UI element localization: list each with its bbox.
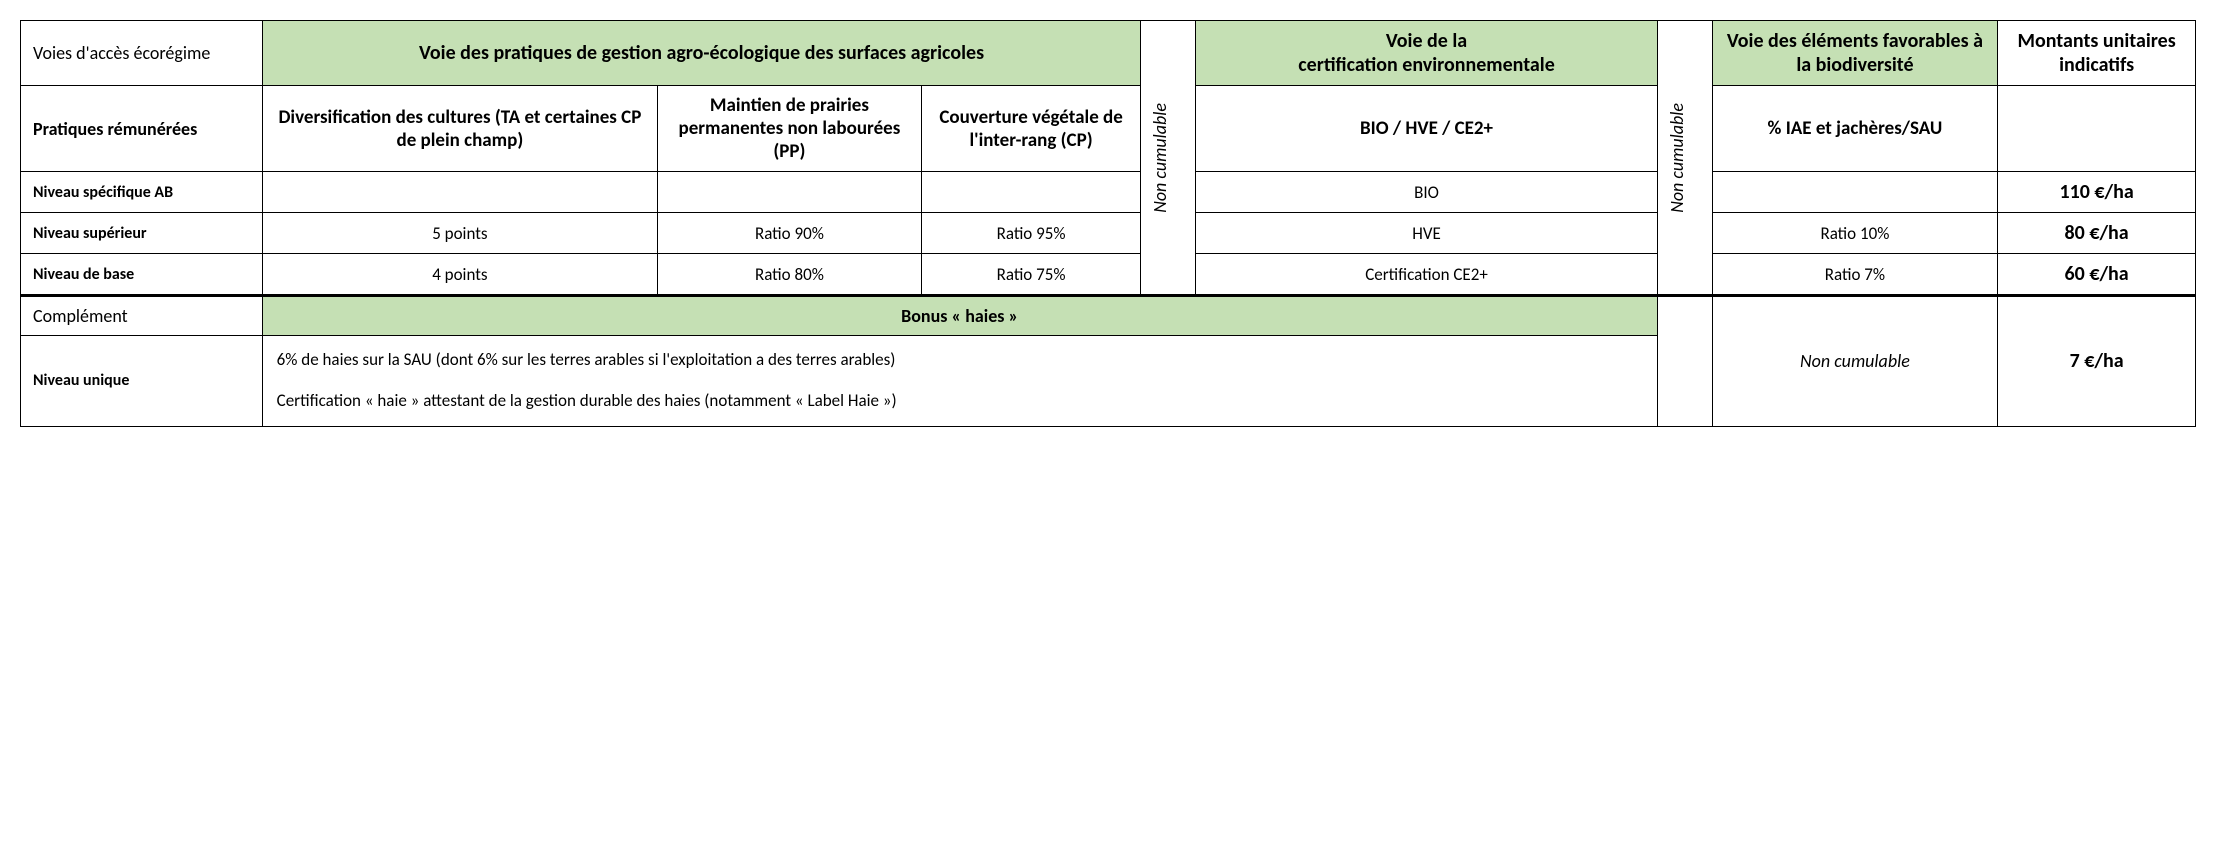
bonus-haies-header: Bonus « haies » [262,296,1657,336]
iae-header: % IAE et jachères/SAU [1712,86,1998,172]
voie-elements-header: Voie des éléments favorables à la biodiv… [1712,21,1998,86]
niveau-base-couverture: Ratio 75% [921,254,1141,296]
niveau-unique-label: Niveau unique [21,336,263,427]
complement-non-cumulable: Non cumulable [1712,296,1998,427]
niveau-sup-couverture: Ratio 95% [921,213,1141,254]
niveau-sup-biodiv: Ratio 10% [1712,213,1998,254]
complement-row: Complément Bonus « haies » Non cumulable… [21,296,2196,336]
niveau-base-cert: Certification CE2+ [1196,254,1657,296]
niveau-ab-maintien [658,172,922,213]
empty-montant-1 [1998,86,2196,172]
niveau-sup-row: Niveau supérieur 5 points Ratio 90% Rati… [21,213,2196,254]
niveau-base-biodiv: Ratio 7% [1712,254,1998,296]
niveau-ab-cert: BIO [1196,172,1657,213]
niveau-ab-row: Niveau spécifique AB BIO 110 €/ha [21,172,2196,213]
maintien-pp-header: Maintien de prairies permanentes non lab… [658,86,922,172]
niveau-ab-montant: 110 €/ha [1998,172,2196,213]
bio-hve-header: BIO / HVE / CE2+ [1196,86,1657,172]
non-cumulable-1: Non cumulable [1141,21,1196,296]
voie-certification-header: Voie de la certification environnemental… [1196,21,1657,86]
niveau-base-label: Niveau de base [21,254,263,296]
niveau-unique-text2: Certification « haie » attestant de la g… [277,387,1643,416]
niveau-sup-label: Niveau supérieur [21,213,263,254]
niveau-sup-montant: 80 €/ha [1998,213,2196,254]
voie-pratiques-header: Voie des pratiques de gestion agro-écolo… [262,21,1141,86]
niveau-base-row: Niveau de base 4 points Ratio 80% Ratio … [21,254,2196,296]
complement-montant: 7 €/ha [1998,296,2196,427]
niveau-base-diversification: 4 points [262,254,657,296]
diversification-header: Diversification des cultures (TA et cert… [262,86,657,172]
niveau-unique-text1: 6% de haies sur la SAU (dont 6% sur les … [277,346,1643,375]
niveau-ab-label: Niveau spécifique AB [21,172,263,213]
complement-label: Complément [21,296,263,336]
niveau-ab-biodiv [1712,172,1998,213]
header-row-1: Voies d'accès écorégime Voie des pratiqu… [21,21,2196,86]
montants-header: Montants unitaires indicatifs [1998,21,2196,86]
ecoregime-table: Voies d'accès écorégime Voie des pratiqu… [20,20,2196,427]
niveau-base-maintien: Ratio 80% [658,254,922,296]
niveau-ab-diversification [262,172,657,213]
voies-acces-header: Voies d'accès écorégime [21,21,263,86]
niveau-ab-couverture [921,172,1141,213]
niveau-base-montant: 60 €/ha [1998,254,2196,296]
complement-empty [1657,296,1712,427]
niveau-sup-cert: HVE [1196,213,1657,254]
couverture-cp-header: Couverture végétale de l'inter-rang (CP) [921,86,1141,172]
niveau-sup-diversification: 5 points [262,213,657,254]
niveau-sup-maintien: Ratio 90% [658,213,922,254]
niveau-unique-text: 6% de haies sur la SAU (dont 6% sur les … [262,336,1657,427]
header-row-2: Pratiques rémunérées Diversification des… [21,86,2196,172]
non-cumulable-2: Non cumulable [1657,21,1712,296]
pratiques-remunerees-label: Pratiques rémunérées [21,86,263,172]
